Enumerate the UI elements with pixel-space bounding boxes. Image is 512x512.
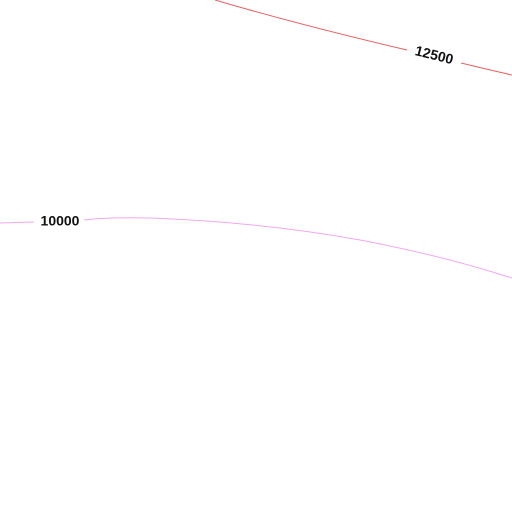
contour-line xyxy=(460,62,512,76)
contour-label: 10000 xyxy=(41,213,80,229)
contour-line xyxy=(0,221,35,224)
contour-line xyxy=(83,217,512,279)
contour: 10000 xyxy=(0,213,512,279)
contour-line xyxy=(214,0,408,51)
